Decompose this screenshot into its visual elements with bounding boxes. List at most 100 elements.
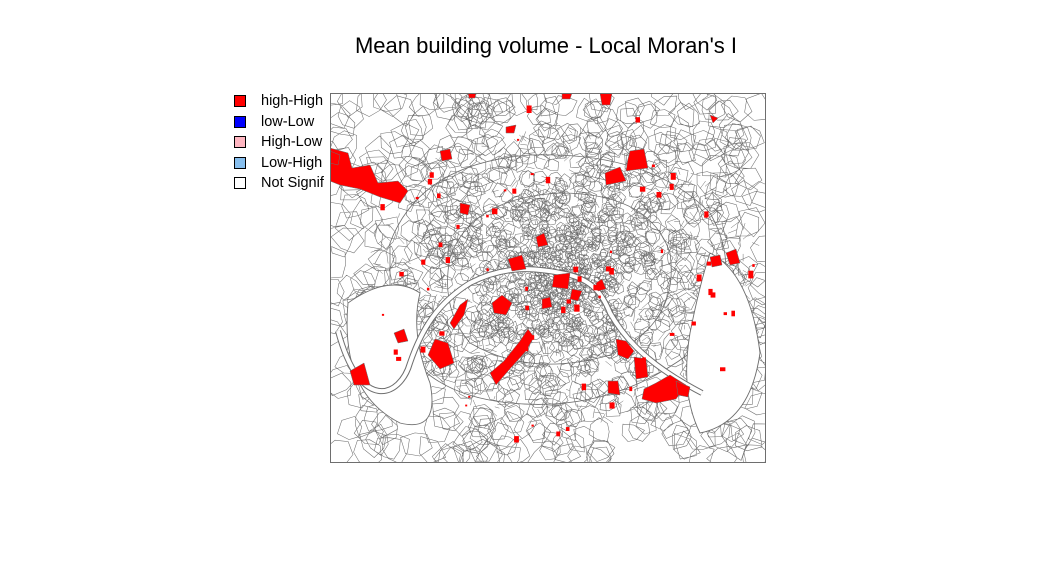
legend-item-high-low: High-Low: [234, 132, 324, 153]
high-high-cluster-13: [449, 298, 469, 330]
high-high-parcel: [669, 332, 675, 336]
high-high-parcel: [708, 288, 713, 296]
high-high-parcel: [512, 188, 517, 194]
high-high-parcel: [704, 214, 708, 218]
high-high-cluster-26: [725, 248, 741, 266]
high-high-parcel: [514, 436, 519, 443]
high-high-parcel: [660, 249, 664, 254]
high-high-parcel: [429, 172, 434, 178]
high-high-parcel: [704, 211, 709, 218]
high-high-parcel: [438, 242, 443, 248]
legend-swatch-high-high: [234, 95, 246, 108]
high-high-clusters: [330, 93, 755, 443]
high-high-parcel: [691, 321, 696, 326]
high-high-parcel: [696, 274, 702, 282]
legend-item-low-low: low-Low: [234, 112, 324, 133]
high-high-parcel: [633, 158, 636, 161]
high-high-parcel: [609, 268, 614, 275]
legend-swatch-low-high: [234, 156, 246, 169]
high-high-parcel: [456, 224, 460, 229]
high-high-parcel: [503, 189, 507, 192]
high-high-cluster-18: [633, 356, 649, 380]
high-high-parcel: [420, 346, 426, 353]
high-high-parcel: [468, 395, 471, 398]
high-high-cluster-28: [439, 148, 453, 162]
legend: high-High low-Low High-Low Low-High Not …: [234, 91, 324, 194]
high-high-parcel: [670, 173, 676, 180]
high-high-cluster-16: [507, 254, 527, 272]
high-high-cluster-22: [393, 328, 409, 344]
high-high-cluster-10: [349, 362, 371, 386]
high-high-cluster-15: [569, 288, 583, 302]
high-high-parcel: [486, 214, 489, 218]
high-high-parcel: [399, 271, 404, 277]
high-high-parcel: [531, 424, 534, 427]
high-high-parcel: [421, 259, 426, 265]
high-high-parcel: [492, 208, 498, 215]
high-high-parcel: [566, 299, 571, 304]
high-high-parcel: [565, 427, 570, 431]
high-high-parcel: [748, 270, 754, 279]
legend-swatch-high-low: [234, 136, 246, 149]
high-high-parcel: [669, 183, 674, 190]
high-high-parcel: [573, 266, 579, 273]
high-high-parcel: [723, 312, 727, 316]
legend-item-not-signif: Not Signif: [234, 173, 324, 194]
high-high-cluster-29: [505, 124, 517, 134]
high-high-cluster-7: [604, 166, 627, 186]
high-high-parcel: [545, 176, 551, 184]
high-high-parcel: [731, 310, 735, 317]
high-high-cluster-9: [427, 338, 455, 370]
high-high-parcel: [609, 250, 613, 254]
high-high-cluster-4: [599, 93, 613, 106]
high-high-parcel: [437, 193, 441, 199]
high-high-parcel: [635, 117, 640, 123]
high-high-parcel: [606, 266, 611, 272]
high-high-cluster-25: [709, 254, 723, 268]
high-high-parcel: [517, 138, 520, 141]
high-high-cluster-21: [675, 380, 691, 398]
high-high-parcel: [445, 257, 450, 264]
high-high-parcel: [380, 204, 385, 211]
map-panel: [330, 93, 766, 463]
high-high-parcel: [656, 192, 662, 198]
high-high-parcel: [529, 335, 535, 340]
high-high-parcel: [577, 276, 582, 282]
high-high-parcel: [426, 287, 430, 291]
high-high-parcel: [396, 356, 402, 361]
high-high-cluster-6: [625, 148, 649, 172]
park-east: [686, 252, 761, 434]
high-high-parcel: [706, 261, 712, 266]
high-high-parcel: [651, 164, 655, 168]
high-high-cluster-2: [330, 150, 341, 166]
high-high-parcel: [720, 367, 726, 372]
legend-item-low-high: Low-High: [234, 153, 324, 174]
high-high-parcel: [525, 286, 528, 291]
high-high-parcel: [486, 268, 489, 272]
high-high-parcel: [556, 431, 561, 437]
legend-swatch-low-low: [234, 115, 246, 128]
legend-swatch-not-signif: [234, 177, 246, 190]
legend-label-not-signif: Not Signif: [261, 175, 324, 192]
river-water: [336, 267, 703, 395]
legend-item-high-high: high-High: [234, 91, 324, 112]
high-high-parcel: [752, 264, 755, 267]
ring-boulevard-inner: [447, 192, 672, 365]
high-high-cluster-19: [607, 380, 621, 396]
high-high-parcel: [465, 404, 468, 407]
high-high-cluster-17: [615, 338, 635, 360]
high-high-cluster-30: [541, 296, 553, 310]
high-high-cluster-8: [709, 114, 719, 124]
high-high-cluster-23: [459, 202, 471, 216]
seine-river: [335, 266, 704, 396]
legend-label-low-low: low-Low: [261, 113, 315, 130]
high-high-parcel: [415, 196, 419, 200]
high-high-parcel: [525, 305, 529, 311]
map-frame: [330, 93, 766, 463]
legend-label-high-high: high-High: [261, 93, 324, 110]
legend-label-high-low: High-Low: [261, 134, 323, 151]
high-high-cluster-3: [561, 93, 573, 100]
high-high-parcel: [522, 342, 529, 352]
high-high-parcel: [593, 284, 599, 291]
high-high-parcel: [526, 105, 532, 113]
